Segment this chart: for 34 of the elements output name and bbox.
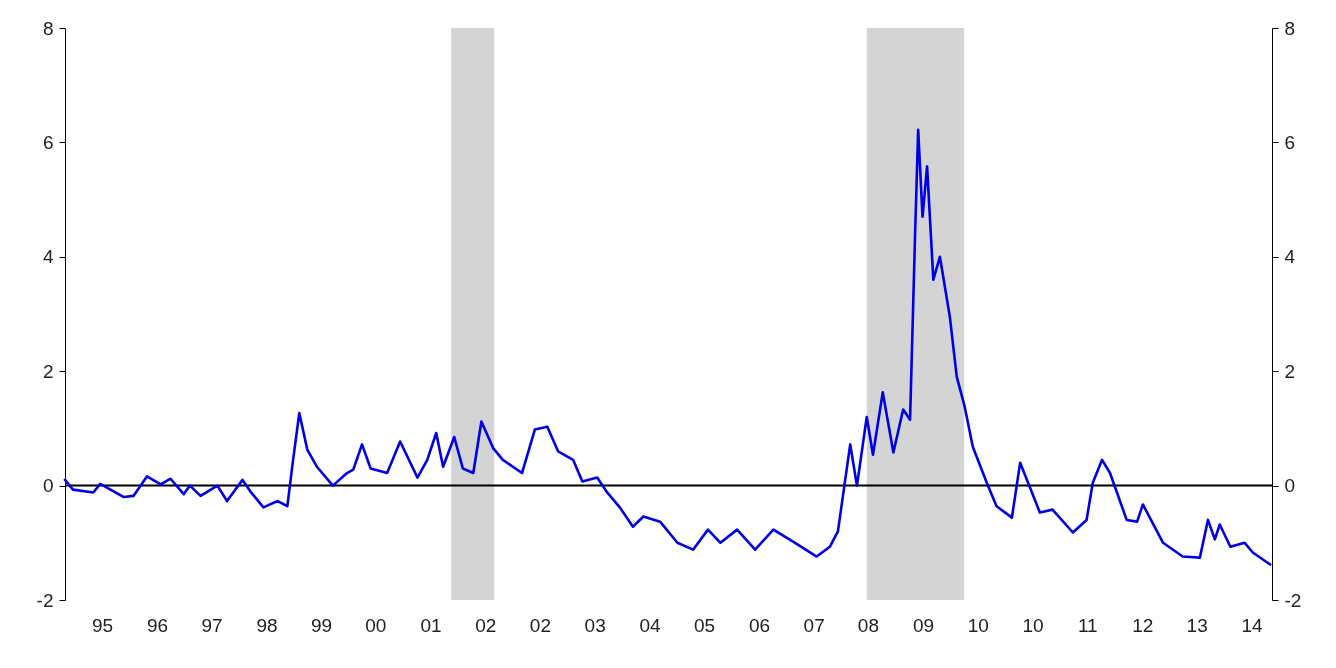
x-tick-label: 97 <box>201 614 223 636</box>
x-tick-label: 10 <box>1022 614 1044 636</box>
x-tick-label: 95 <box>92 614 114 636</box>
x-tick-label: 96 <box>146 614 169 636</box>
y-tick-label: 4 <box>42 246 54 268</box>
x-tick-label: 13 <box>1186 614 1208 636</box>
y2-tick-label: 4 <box>1284 246 1296 268</box>
y-tick-label: 0 <box>42 475 54 497</box>
x-tick-label: 09 <box>912 614 935 636</box>
y-tick-label: 8 <box>42 17 54 39</box>
x-tick-label: 11 <box>1077 614 1098 636</box>
x-tick-label: 02 <box>529 614 551 636</box>
x-tick-label: 98 <box>256 614 278 636</box>
x-tick-label: 99 <box>311 614 333 636</box>
y2-tick-label: 0 <box>1284 475 1296 497</box>
x-tick-label: 02 <box>475 614 497 636</box>
y-tick-label: -2 <box>36 589 54 611</box>
x-tick-label: 10 <box>967 614 989 636</box>
x-tick-label: 04 <box>639 614 662 636</box>
y2-tick-label: 8 <box>1284 17 1296 39</box>
y2-tick-label: 6 <box>1284 131 1296 153</box>
x-tick-label: 05 <box>694 614 716 636</box>
y2-tick-label: 2 <box>1284 360 1296 382</box>
x-tick-label: 06 <box>748 614 771 636</box>
x-tick-label: 03 <box>584 614 606 636</box>
y-tick-label: 2 <box>42 360 54 382</box>
x-tick-label: 01 <box>420 614 442 636</box>
x-tick-label: 12 <box>1132 614 1154 636</box>
x-tick-label: 00 <box>365 614 387 636</box>
y2-tick-label: -2 <box>1284 589 1302 611</box>
y-tick-label: 6 <box>42 131 54 153</box>
x-tick-label: 08 <box>857 614 879 636</box>
x-tick-label: 14 <box>1241 614 1264 636</box>
x-tick-label: 07 <box>803 614 825 636</box>
